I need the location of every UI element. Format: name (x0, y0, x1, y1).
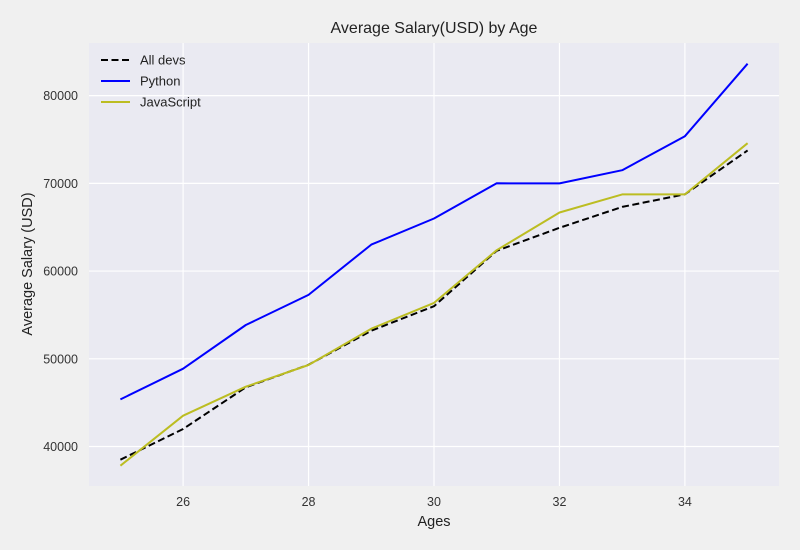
series-line-all-devs (119, 149, 749, 461)
x-tick-label: 32 (553, 495, 567, 509)
x-tick-label: 30 (427, 495, 441, 509)
legend-label-python: Python (140, 74, 180, 89)
y-tick-label: 80000 (43, 89, 78, 103)
series-line-javascript (119, 142, 749, 467)
x-tick-labels: 26 28 30 32 34 (176, 495, 692, 509)
x-tick-label: 28 (302, 495, 316, 509)
x-axis-label: Ages (417, 514, 450, 530)
y-axis-label: Average Salary (USD) (20, 192, 36, 335)
y-tick-labels: 40000 50000 60000 70000 80000 (43, 89, 78, 454)
legend-label-all-devs: All devs (140, 53, 186, 68)
series-line-python (119, 63, 749, 401)
y-tick-label: 40000 (43, 440, 78, 454)
x-tick-label: 34 (678, 495, 692, 509)
x-tick-label: 26 (176, 495, 190, 509)
series-lines (119, 63, 749, 467)
legend: All devs Python JavaScript (101, 53, 201, 110)
y-tick-label: 70000 (43, 177, 78, 191)
legend-label-javascript: JavaScript (140, 95, 201, 110)
chart-title: Average Salary(USD) by Age (331, 20, 538, 37)
grid (89, 43, 779, 486)
y-tick-label: 60000 (43, 265, 78, 279)
y-tick-label: 50000 (43, 352, 78, 366)
